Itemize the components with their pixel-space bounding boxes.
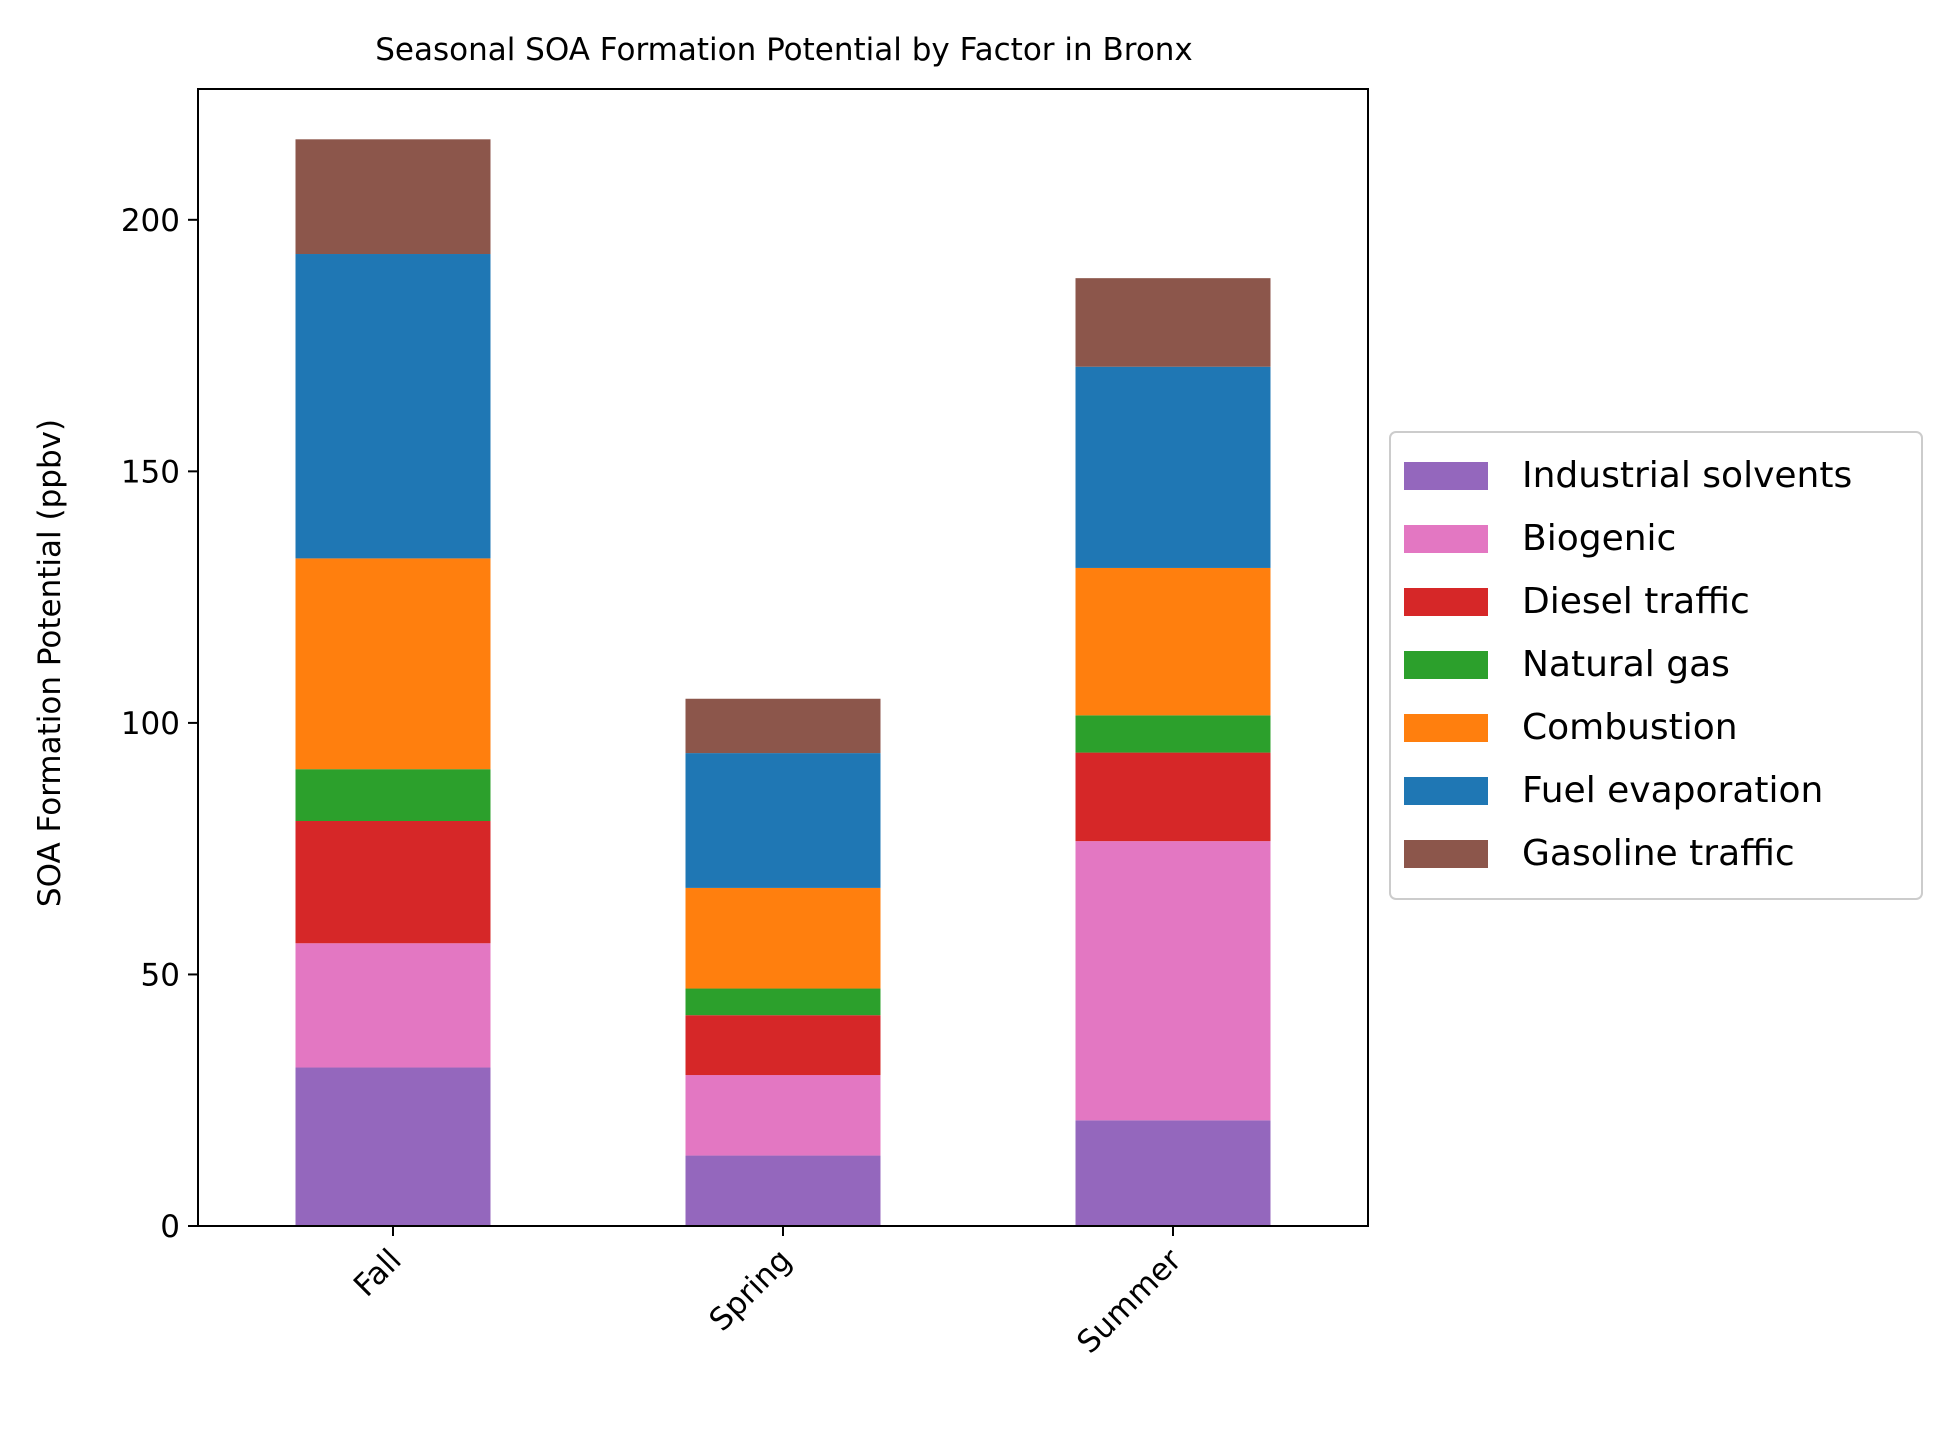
y-axis-ticks: 0 50 100 150 200 bbox=[121, 203, 198, 1245]
y-tick-label: 150 bbox=[121, 454, 180, 490]
bar-fall-industrial-solvents bbox=[295, 1067, 491, 1226]
bars-group bbox=[295, 139, 1271, 1226]
bar-summer-biogenic bbox=[1075, 841, 1271, 1121]
bar-spring-diesel-traffic bbox=[685, 1015, 881, 1076]
legend-label-gasoline-traffic: Gasoline traffic bbox=[1522, 833, 1795, 874]
bar-fall-gasoline-traffic bbox=[295, 139, 491, 255]
legend: Industrial solvents Biogenic Diesel traffi… bbox=[1389, 431, 1923, 900]
legend-swatch-natural-gas bbox=[1404, 651, 1488, 679]
legend-frame bbox=[1389, 431, 1923, 900]
legend-swatch-combustion bbox=[1404, 714, 1488, 742]
bar-spring-fuel-evaporation bbox=[685, 753, 881, 888]
legend-swatch-biogenic bbox=[1404, 525, 1488, 553]
legend-label-fuel-evaporation: Fuel evaporation bbox=[1522, 770, 1823, 811]
bar-summer-industrial-solvents bbox=[1075, 1120, 1271, 1226]
legend-label-industrial-solvents: Industrial solvents bbox=[1522, 455, 1852, 496]
bar-fall-natural-gas bbox=[295, 769, 491, 822]
bar-summer-fuel-evaporation bbox=[1075, 366, 1271, 568]
legend-label-diesel-traffic: Diesel traffic bbox=[1522, 581, 1750, 622]
plot-frame bbox=[197, 88, 1369, 1227]
legend-label-combustion: Combustion bbox=[1522, 707, 1738, 748]
bar-summer-natural-gas bbox=[1075, 715, 1271, 753]
legend-swatch-fuel-evaporation bbox=[1404, 777, 1488, 805]
legend-swatch-gasoline-traffic bbox=[1404, 840, 1488, 868]
bar-spring-natural-gas bbox=[685, 988, 881, 1016]
bar-summer-diesel-traffic bbox=[1075, 752, 1271, 842]
bar-spring-biogenic bbox=[685, 1075, 881, 1156]
y-tick-label: 50 bbox=[141, 957, 180, 993]
x-tick-label-fall: Fall bbox=[347, 1242, 409, 1304]
chart-title: Seasonal SOA Formation Potential by Fact… bbox=[375, 32, 1193, 68]
y-tick-label: 100 bbox=[121, 706, 180, 742]
legend-swatch-diesel-traffic bbox=[1404, 588, 1488, 616]
bar-spring-combustion bbox=[685, 887, 881, 989]
bar-spring-industrial-solvents bbox=[685, 1155, 881, 1226]
bar-fall-biogenic bbox=[295, 943, 491, 1068]
bar-spring-gasoline-traffic bbox=[685, 698, 881, 754]
y-tick-label: 200 bbox=[121, 203, 180, 239]
bar-fall-combustion bbox=[295, 558, 491, 770]
legend-label-natural-gas: Natural gas bbox=[1522, 644, 1730, 685]
bar-fall-diesel-traffic bbox=[295, 821, 491, 944]
bar-summer-combustion bbox=[1075, 567, 1271, 716]
x-tick-label-spring: Spring bbox=[702, 1242, 798, 1338]
y-axis-label: SOA Formation Potential (ppbv) bbox=[32, 419, 68, 907]
legend-swatch-industrial-solvents bbox=[1404, 462, 1488, 490]
bar-fall-fuel-evaporation bbox=[295, 254, 491, 559]
y-tick-label: 0 bbox=[160, 1209, 180, 1245]
x-axis-ticks: Fall Spring Summer bbox=[347, 1226, 1189, 1361]
bar-summer-gasoline-traffic bbox=[1075, 278, 1271, 367]
x-tick-label-summer: Summer bbox=[1070, 1242, 1189, 1361]
legend-label-biogenic: Biogenic bbox=[1522, 518, 1676, 559]
